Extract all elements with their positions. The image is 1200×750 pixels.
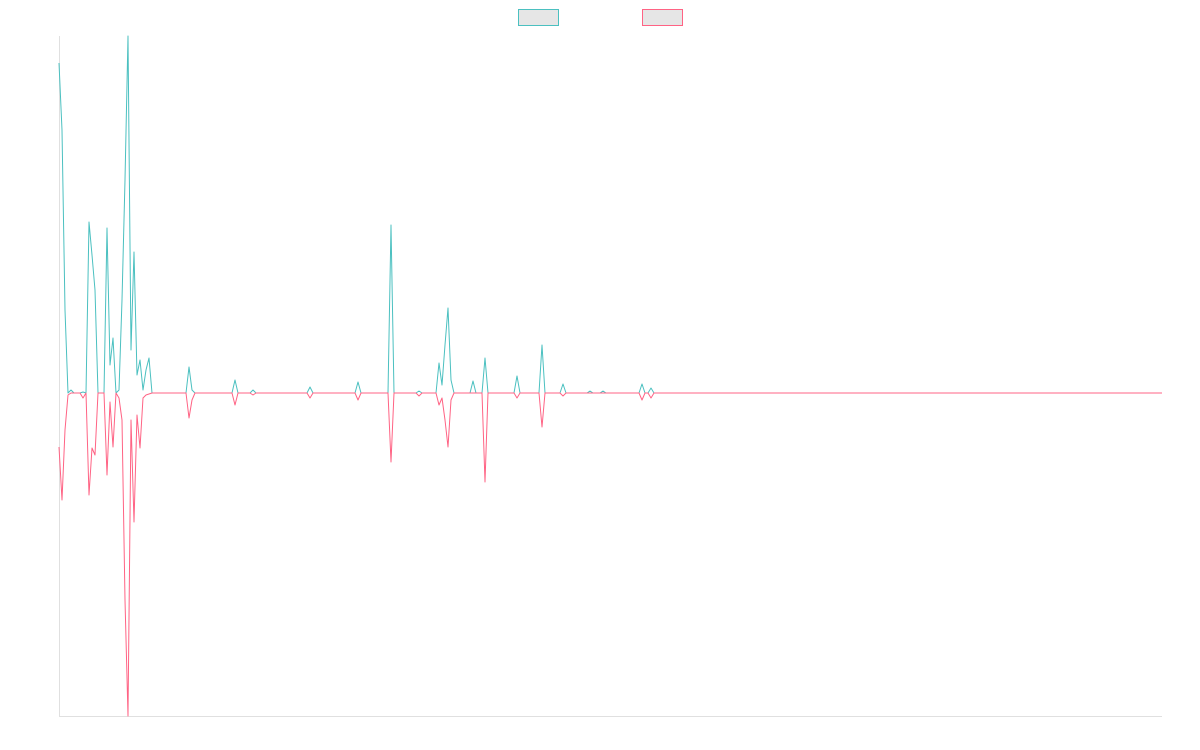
series-line [58, 392, 1162, 717]
legend-swatch [642, 9, 683, 26]
legend-swatch [518, 9, 559, 26]
series-line [58, 35, 1162, 394]
